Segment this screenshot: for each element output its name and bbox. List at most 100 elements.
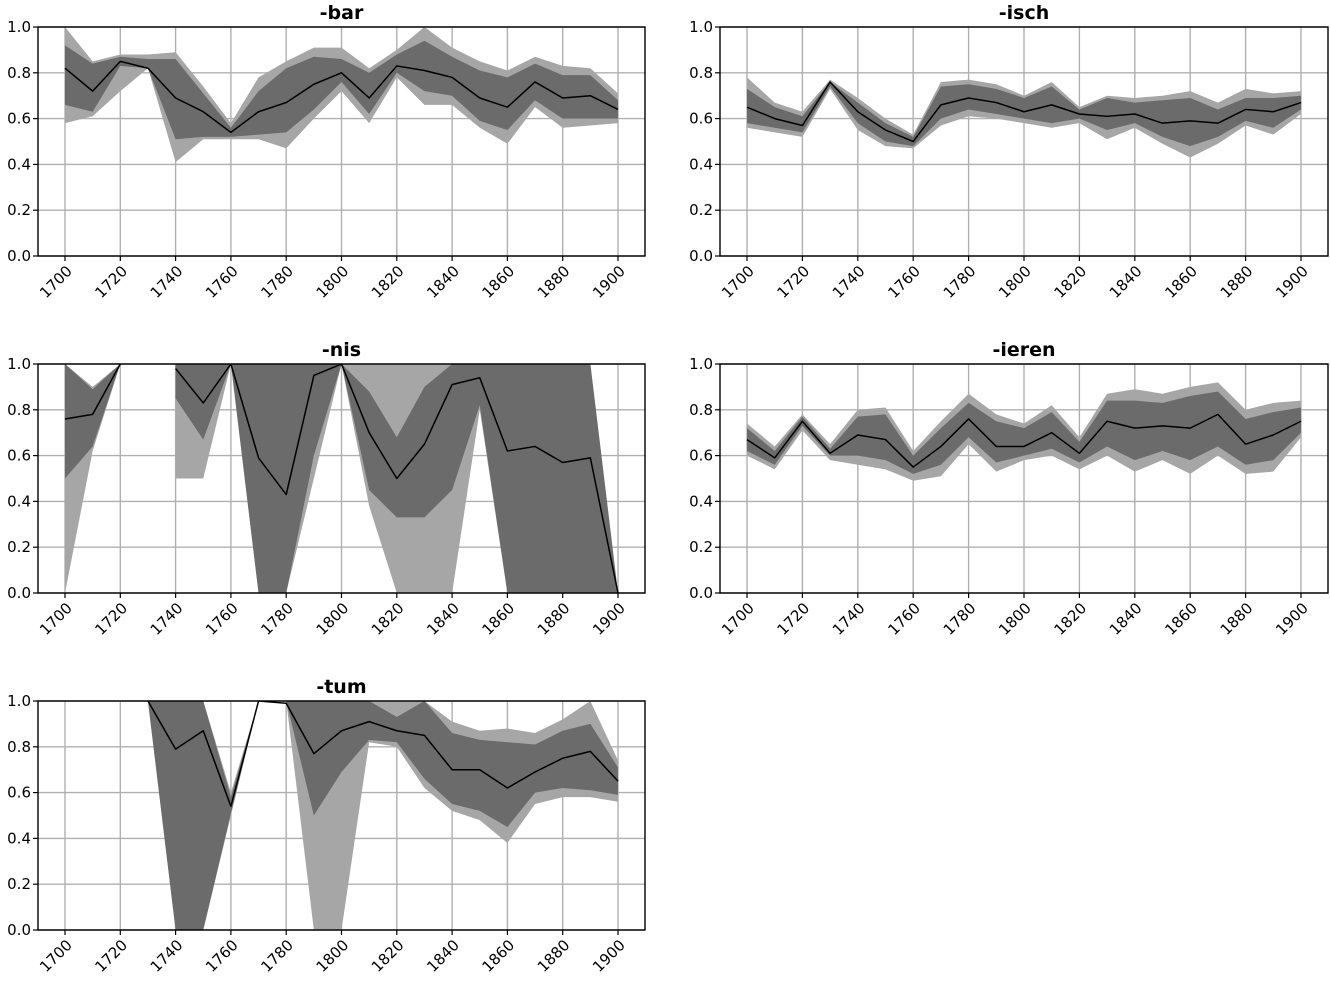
panel-bar: 0.0 0.2 0.4 0.6 0.8 1.0 1700 1720 1740 1760 1780 18… [7, 2, 646, 302]
x-tick-label: 1800 [995, 262, 1035, 302]
x-tick-label: 1720 [91, 262, 131, 302]
x-tick-label: 1820 [1050, 262, 1090, 302]
x-tick-label: 1760 [202, 936, 242, 976]
y-tick-label: 0.2 [689, 538, 713, 556]
y-tick-label: 0.8 [7, 738, 31, 756]
inner-band-area [65, 364, 121, 479]
x-tick-label: 1840 [423, 262, 463, 302]
x-tick-label: 1700 [718, 262, 758, 302]
y-tick-label: 0.0 [689, 584, 713, 602]
x-tick-label: 1840 [1106, 599, 1146, 639]
y-tick-label: 0.2 [7, 875, 31, 893]
x-tick-label: 1860 [478, 262, 518, 302]
x-tick-label: 1860 [478, 599, 518, 639]
y-tick-label: 0.0 [7, 247, 31, 265]
y-tick-label: 0.2 [7, 201, 31, 219]
y-tick-label: 0.6 [7, 447, 31, 465]
x-tick-label: 1860 [1161, 599, 1201, 639]
y-tick-label: 0.0 [7, 921, 31, 939]
y-tick-label: 0.8 [689, 64, 713, 82]
x-tick-label: 1760 [202, 599, 242, 639]
y-tick-label: 1.0 [689, 355, 713, 373]
y-tick-label: 0.0 [7, 584, 31, 602]
y-tick-label: 0.4 [7, 155, 31, 173]
x-tick-label: 1880 [1217, 599, 1257, 639]
y-tick-label: 0.4 [689, 492, 713, 510]
x-tick-label: 1720 [773, 599, 813, 639]
x-tick-label: 1840 [423, 599, 463, 639]
x-tick-label: 1740 [147, 262, 187, 302]
x-tick-label: 1880 [534, 262, 574, 302]
x-tick-label: 1880 [534, 599, 574, 639]
x-tick-label: 1820 [368, 262, 408, 302]
x-tick-label: 1860 [1161, 262, 1201, 302]
mean-line [746, 413, 1302, 468]
panel-isch: 0.0 0.2 0.4 0.6 0.8 1.0 1700 1720 1740 1760 1780 18… [689, 2, 1329, 302]
x-tick-label: 1800 [313, 936, 353, 976]
mean-line [175, 364, 619, 593]
x-tick-label: 1820 [1050, 599, 1090, 639]
y-tick-label: 1.0 [7, 692, 31, 710]
panel-tum: 0.0 0.2 0.4 0.6 0.8 1.0 1700 1720 1740 1760 1780 18… [7, 676, 646, 976]
x-tick-label: 1700 [36, 262, 76, 302]
mean-line [746, 81, 1302, 143]
x-tick-label: 1780 [257, 262, 297, 302]
x-tick-label: 1720 [773, 262, 813, 302]
panel-title: -nis [322, 339, 361, 361]
mean-line [64, 60, 619, 134]
x-tick-label: 1820 [368, 599, 408, 639]
x-tick-label: 1700 [36, 599, 76, 639]
y-tick-label: 1.0 [689, 18, 713, 36]
mean-line [64, 364, 121, 420]
x-tick-label: 1780 [940, 262, 980, 302]
inner-band-area [65, 40, 618, 140]
x-tick-label: 1880 [1217, 262, 1257, 302]
x-tick-label: 1900 [589, 936, 629, 976]
panel-ieren: 0.0 0.2 0.4 0.6 0.8 1.0 1700 1720 1740 1760 1780 18… [689, 339, 1329, 639]
x-tick-label: 1900 [589, 262, 629, 302]
y-tick-label: 0.6 [689, 110, 713, 128]
panel-title: -tum [316, 676, 366, 698]
x-tick-label: 1760 [202, 262, 242, 302]
y-tick-label: 1.0 [7, 18, 31, 36]
x-tick-label: 1740 [147, 599, 187, 639]
x-tick-label: 1760 [884, 599, 924, 639]
x-tick-label: 1900 [1272, 599, 1312, 639]
y-tick-label: 0.6 [689, 447, 713, 465]
y-tick-label: 0.4 [7, 492, 31, 510]
x-tick-label: 1900 [589, 599, 629, 639]
x-tick-label: 1840 [423, 936, 463, 976]
x-tick-label: 1800 [313, 599, 353, 639]
y-tick-label: 0.8 [7, 401, 31, 419]
x-tick-label: 1880 [534, 936, 574, 976]
y-tick-label: 0.8 [7, 64, 31, 82]
x-tick-label: 1780 [257, 936, 297, 976]
panel-title: -bar [320, 2, 364, 24]
mean-line [147, 701, 619, 808]
panel-title: -isch [999, 2, 1050, 24]
y-tick-label: 0.4 [7, 829, 31, 847]
y-tick-label: 0.6 [7, 110, 31, 128]
x-tick-label: 1820 [368, 936, 408, 976]
x-tick-label: 1780 [940, 599, 980, 639]
y-tick-label: 0.2 [689, 201, 713, 219]
y-tick-label: 0.0 [689, 247, 713, 265]
inner-band-area [147, 701, 618, 930]
x-tick-label: 1840 [1106, 262, 1146, 302]
y-tick-label: 0.6 [7, 784, 31, 802]
x-tick-label: 1900 [1272, 262, 1312, 302]
panel-title: -ieren [992, 339, 1055, 361]
x-tick-label: 1780 [257, 599, 297, 639]
y-tick-label: 0.4 [689, 155, 713, 173]
x-tick-label: 1700 [718, 599, 758, 639]
x-tick-label: 1800 [995, 599, 1035, 639]
panel-nis: 0.0 0.2 0.4 0.6 0.8 1.0 1700 1720 1740 1760 1780 18… [7, 339, 646, 639]
x-tick-label: 1800 [313, 262, 353, 302]
x-tick-label: 1720 [91, 599, 131, 639]
x-tick-label: 1740 [147, 936, 187, 976]
x-tick-label: 1760 [884, 262, 924, 302]
x-tick-label: 1860 [478, 936, 518, 976]
y-tick-label: 0.2 [7, 538, 31, 556]
x-tick-label: 1720 [91, 936, 131, 976]
